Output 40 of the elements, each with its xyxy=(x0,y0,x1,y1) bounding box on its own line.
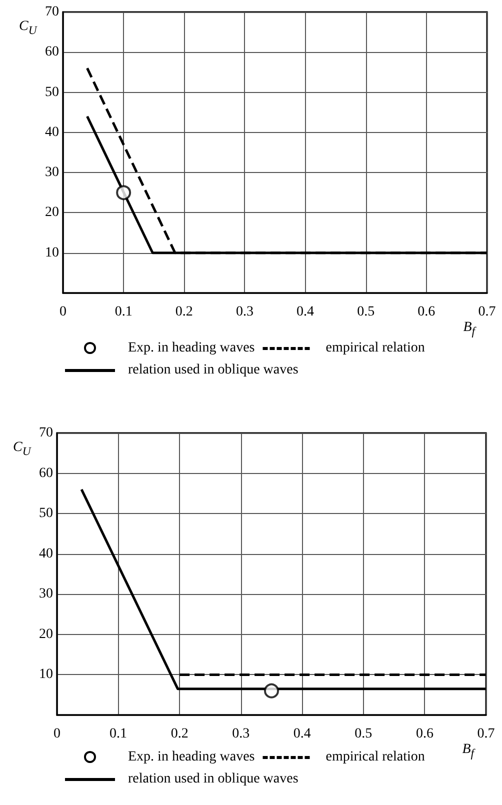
x-tick-label: 0.5 xyxy=(354,726,372,742)
y-tick-label: 70 xyxy=(45,4,59,20)
y-tick-label: 30 xyxy=(39,586,53,602)
y-tick-label: 40 xyxy=(45,124,59,140)
x-tick-label: 0.7 xyxy=(477,726,495,742)
legend-label: Exp. in heading waves xyxy=(128,750,255,764)
x-tick-label: 0.7 xyxy=(478,304,496,320)
x-tick-label: 0.2 xyxy=(170,726,188,742)
legend-label: relation used in oblique waves xyxy=(128,772,298,786)
x-tick-label: 0.4 xyxy=(293,726,311,742)
y-tick-label: 60 xyxy=(39,466,53,481)
x-tick-label: 0.6 xyxy=(418,304,436,320)
x-tick-label: 0.4 xyxy=(296,304,314,320)
y-tick-label: 50 xyxy=(39,506,53,522)
y-tick-label: 10 xyxy=(45,245,59,260)
y-tick-label: 30 xyxy=(45,165,59,180)
legend-label: relation used in oblique waves xyxy=(128,362,298,378)
x-axis-title: B$_{f}$ xyxy=(463,320,475,338)
y-tick-label: 60 xyxy=(45,44,59,60)
y-tick-label: 10 xyxy=(39,667,53,682)
legend-label: empirical relation xyxy=(326,750,425,764)
y-tick-label: 70 xyxy=(39,426,53,440)
x-tick-label: 0.3 xyxy=(232,726,250,742)
x-axis-title: B$_{f}$ xyxy=(462,742,474,760)
x-tick-label: 0 xyxy=(54,726,60,742)
x-tick-label: 0 xyxy=(60,304,66,320)
legend-label: Exp. in heading waves xyxy=(128,340,255,356)
x-tick-label: 0.1 xyxy=(110,726,128,742)
y-tick-label: 20 xyxy=(45,205,59,220)
x-tick-label: 0.6 xyxy=(416,726,434,742)
y-tick-label: 40 xyxy=(39,546,53,562)
y-tick-label: 20 xyxy=(39,626,53,642)
y-tick-label: 50 xyxy=(45,84,59,100)
x-tick-label: 0.1 xyxy=(114,304,132,320)
legend-label: empirical relation xyxy=(326,340,425,356)
x-tick-label: 0.3 xyxy=(236,304,254,320)
x-tick-label: 0.5 xyxy=(357,304,375,320)
y-axis-title: C$_{U}$ xyxy=(13,440,31,458)
y-axis-title: C$_{U}$ xyxy=(19,19,37,37)
x-tick-label: 0.2 xyxy=(175,304,193,320)
